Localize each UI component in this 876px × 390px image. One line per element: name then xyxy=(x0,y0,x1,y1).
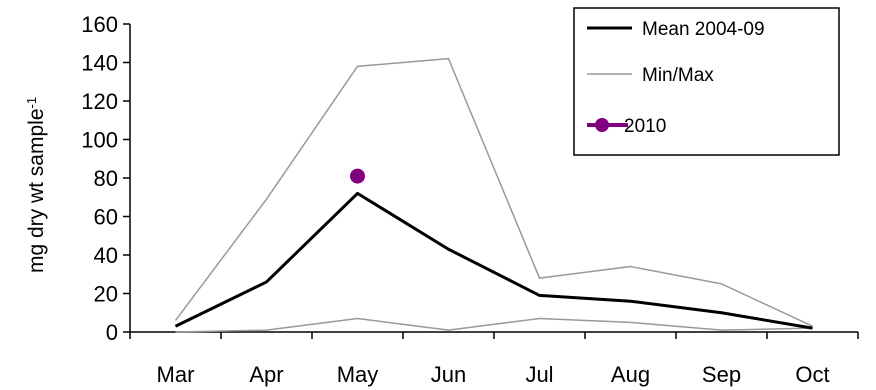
y-tick-label: 160 xyxy=(81,12,118,37)
x-tick-label: May xyxy=(337,362,379,387)
y-tick-label: 20 xyxy=(94,282,118,307)
x-tick-label: Mar xyxy=(157,362,195,387)
x-tick-label: Sep xyxy=(702,362,741,387)
x-tick-label: Oct xyxy=(795,362,829,387)
legend-label-mean: Mean 2004-09 xyxy=(642,19,765,40)
y-axis-label: mg dry wt sample-1 xyxy=(24,97,49,273)
x-tick-label: Apr xyxy=(249,362,283,387)
y-tick-label: 0 xyxy=(106,320,118,345)
y-tick-label: 40 xyxy=(94,243,118,268)
legend-label-2010: 2010 xyxy=(624,116,666,137)
series-min-line xyxy=(175,317,813,333)
series-max-line xyxy=(174,57,813,327)
x-tick-label: Jun xyxy=(431,362,466,387)
legend: Mean 2004-09 Min/Max 2010 xyxy=(573,7,840,156)
y-tick-label: 80 xyxy=(94,166,118,191)
series-2010-point xyxy=(350,168,365,184)
y-tick-label: 100 xyxy=(81,128,118,153)
y-axis-label-superscript: -1 xyxy=(24,97,39,109)
legend-label-minmax: Min/Max xyxy=(642,65,714,86)
legend-marker-2010 xyxy=(595,118,609,132)
legend-box xyxy=(573,7,840,156)
axes: 0 20 40 60 80 100 120 140 160 Mar Apr May Jun Jul Aug S… xyxy=(81,12,859,387)
x-tick-label: Jul xyxy=(525,362,553,387)
x-tick-label: Aug xyxy=(611,362,650,387)
y-tick-label: 140 xyxy=(81,51,118,76)
series-mean-line xyxy=(174,191,813,330)
series-layer xyxy=(174,57,813,333)
y-tick-label: 120 xyxy=(81,89,118,114)
y-tick-label: 60 xyxy=(94,205,118,230)
